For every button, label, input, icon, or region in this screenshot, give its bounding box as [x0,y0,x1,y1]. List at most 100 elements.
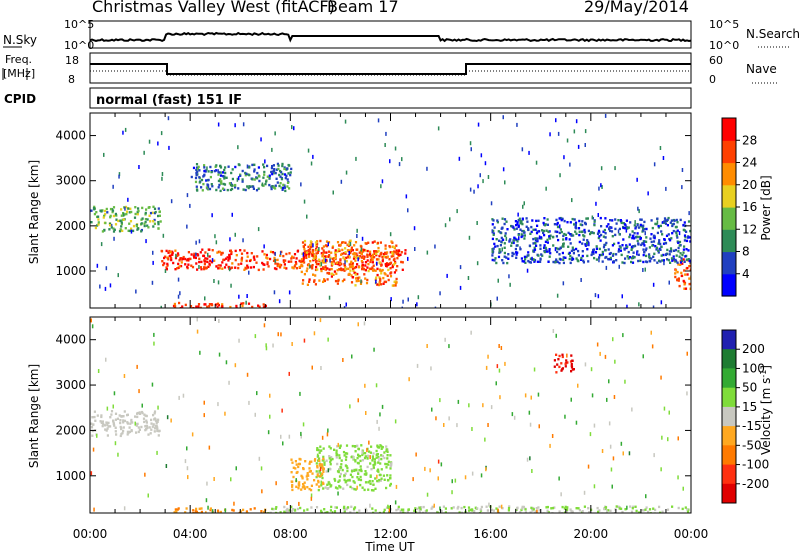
data-cell [327,271,331,275]
data-cell [407,508,410,511]
data-cell [393,271,396,274]
data-cell [486,509,489,512]
data-cell [140,425,143,429]
colorbar-tick-label: 28 [742,133,757,147]
noise-cell [214,234,216,239]
data-cell [281,162,284,166]
noise-cell [456,423,458,428]
data-cell [507,257,510,260]
noise-cell [389,159,391,164]
data-cell [203,164,206,167]
data-cell [237,263,240,266]
data-cell [516,507,519,510]
data-cell [667,233,670,236]
data-cell [208,248,211,251]
data-cell [298,483,301,487]
data-cell [252,265,255,269]
noise-cell [105,266,108,271]
data-cell [419,508,422,511]
data-cell [315,245,318,248]
noise-cell [435,416,437,421]
data-cell [165,266,168,269]
data-cell [283,167,286,171]
data-cell [145,424,149,428]
data-cell [266,164,269,168]
data-cell [184,263,187,266]
x-tick-label: 08:00 [273,527,308,541]
noise-cell [524,393,527,398]
data-cell [582,259,585,262]
data-cell [162,263,165,267]
nsky-trace [89,31,692,43]
data-cell [143,413,146,416]
data-cell [377,258,380,261]
data-cell [301,477,304,480]
data-cell [494,245,497,248]
data-cell [385,449,388,452]
noise-cell [505,236,508,241]
noise-cell [407,208,409,213]
data-cell [295,267,298,270]
data-cell [140,222,143,225]
data-cell [678,284,681,288]
data-cell [305,256,308,259]
data-cell [558,231,561,235]
data-cell [510,244,513,247]
data-cell [662,259,665,262]
data-cell [516,223,519,226]
data-cell [124,227,127,230]
noise-cell [360,279,362,284]
noise-cell [189,203,191,208]
data-cell [570,234,573,237]
data-cell [395,277,398,281]
data-cell [623,261,626,265]
data-cell [120,415,123,418]
data-cell [302,279,305,282]
data-cell [142,417,146,420]
data-cell [165,249,168,253]
data-cell [467,506,471,509]
data-cell [533,250,536,253]
noise-cell [361,450,363,455]
data-cell [117,219,120,223]
data-cell [529,257,532,260]
data-cell [392,245,395,249]
data-cell [558,510,561,513]
noise-cell [236,177,239,182]
data-cell [314,258,317,261]
data-cell [603,228,606,232]
data-cell [219,178,222,181]
data-cell [248,259,252,263]
data-cell [122,218,125,221]
data-cell [234,165,237,169]
data-cell [342,241,345,244]
data-cell [195,168,198,172]
noise-cell [429,468,431,473]
data-cell [314,256,318,259]
data-cell [568,238,571,241]
data-cell [368,450,371,453]
data-cell [562,238,565,241]
data-cell [537,254,540,257]
noise-cell [468,235,471,240]
noise-cell [246,372,249,377]
colorbar-frame [721,329,737,504]
data-cell [383,451,386,454]
data-cell [581,510,584,513]
data-cell [677,279,680,282]
data-cell [361,264,364,267]
data-cell [661,259,664,262]
data-cell [572,248,575,252]
data-cell [371,268,375,272]
data-cell [534,228,537,231]
noise-cell [324,258,327,263]
noise-cell [394,146,397,151]
data-cell [184,511,187,513]
data-cell [574,230,577,233]
noise-cell [487,175,490,179]
data-cell [593,220,596,223]
data-cell [310,460,313,463]
data-cell [174,305,177,308]
data-cell [361,261,364,264]
